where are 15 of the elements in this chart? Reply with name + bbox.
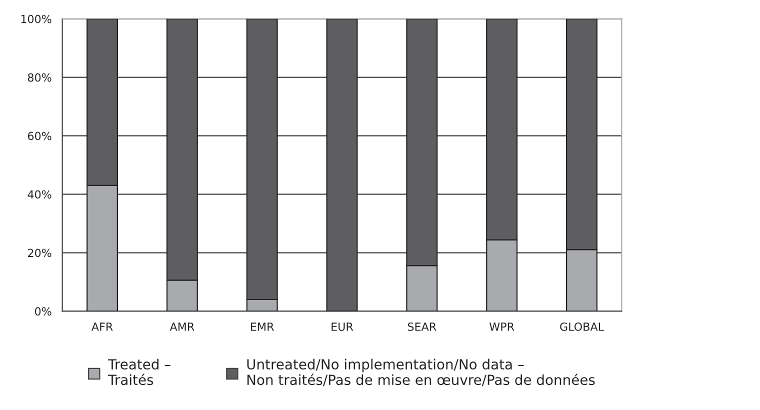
x-tick-label: WPR xyxy=(489,322,514,331)
y-tick-label: 40% xyxy=(28,190,52,199)
x-tick-label: AFR xyxy=(92,322,113,331)
y-tick-label: 100% xyxy=(21,14,52,24)
x-tick-label: AMR xyxy=(170,322,194,331)
x-tick-label: SEAR xyxy=(408,322,436,331)
y-tick-label: 80% xyxy=(28,73,52,82)
x-tick-label: GLOBAL xyxy=(560,322,604,331)
y-tick-label: 60% xyxy=(28,132,52,140)
x-tick-label: EMR xyxy=(251,322,274,331)
legend-label: Treated – Traités xyxy=(108,358,170,386)
legend-label: Untreated/No implementation/No data – Non traités/Pas de mise en œuvre/Pas de données xyxy=(247,358,595,386)
y-tick-label: 20% xyxy=(28,248,52,258)
y-tick-label: 0% xyxy=(35,307,52,316)
x-tick-label: EUR xyxy=(332,322,354,331)
